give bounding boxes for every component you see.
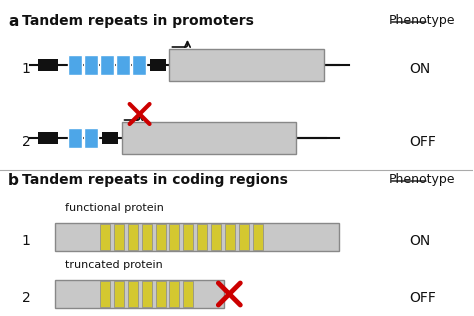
Text: truncated protein: truncated protein bbox=[65, 260, 163, 270]
Text: 2: 2 bbox=[22, 291, 31, 305]
Bar bbox=[183, 281, 193, 307]
Bar bbox=[55, 280, 224, 308]
Bar bbox=[100, 281, 109, 307]
Bar bbox=[253, 224, 263, 250]
Text: functional protein: functional protein bbox=[65, 203, 164, 213]
Bar bbox=[197, 224, 208, 250]
Text: Phenotype: Phenotype bbox=[389, 173, 456, 186]
Text: b: b bbox=[8, 173, 19, 188]
Text: OFF: OFF bbox=[409, 291, 436, 305]
Text: OFF: OFF bbox=[409, 135, 436, 149]
Bar bbox=[84, 55, 98, 75]
Bar bbox=[100, 224, 109, 250]
Bar bbox=[102, 132, 118, 144]
Bar bbox=[155, 224, 165, 250]
Bar bbox=[170, 49, 324, 81]
Bar bbox=[225, 224, 235, 250]
Bar bbox=[170, 281, 180, 307]
Bar bbox=[142, 224, 152, 250]
Text: Tandem repeats in coding regions: Tandem repeats in coding regions bbox=[22, 173, 288, 187]
Bar bbox=[55, 223, 339, 251]
Bar bbox=[132, 55, 146, 75]
Text: ON: ON bbox=[409, 234, 430, 248]
Bar bbox=[128, 224, 137, 250]
Text: Phenotype: Phenotype bbox=[389, 14, 456, 27]
Bar bbox=[116, 55, 129, 75]
Bar bbox=[150, 59, 165, 71]
Text: 1: 1 bbox=[22, 62, 31, 76]
Bar bbox=[128, 281, 137, 307]
Text: 1: 1 bbox=[22, 234, 31, 248]
Bar bbox=[170, 224, 180, 250]
Text: ON: ON bbox=[409, 62, 430, 76]
Bar bbox=[122, 122, 296, 154]
Bar bbox=[100, 55, 114, 75]
Bar bbox=[38, 59, 58, 71]
Bar bbox=[211, 224, 221, 250]
Bar bbox=[84, 128, 98, 148]
Bar bbox=[68, 55, 82, 75]
Text: Tandem repeats in promoters: Tandem repeats in promoters bbox=[22, 14, 254, 28]
Bar bbox=[68, 128, 82, 148]
Bar bbox=[155, 281, 165, 307]
Text: a: a bbox=[8, 14, 18, 29]
Bar bbox=[142, 281, 152, 307]
Bar bbox=[114, 224, 124, 250]
Bar bbox=[114, 281, 124, 307]
Bar bbox=[239, 224, 249, 250]
Bar bbox=[38, 132, 58, 144]
Text: 2: 2 bbox=[22, 135, 31, 149]
Bar bbox=[183, 224, 193, 250]
